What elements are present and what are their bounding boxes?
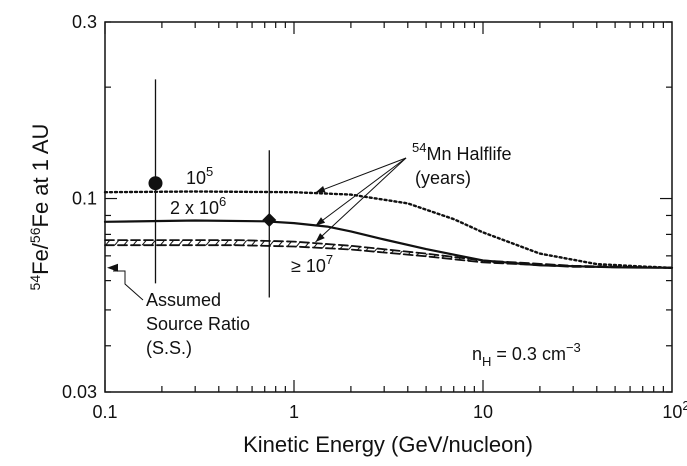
- axis-ticks: [104, 21, 672, 393]
- label-halflife-1e5: 105: [186, 164, 213, 188]
- series-curves: [103, 190, 674, 269]
- band-hatch: [105, 240, 672, 268]
- y-tick-label: 0.03: [62, 382, 97, 402]
- x-tick-label: 0.1: [92, 402, 117, 422]
- label-halflife-2e6-base: 2 x 10: [170, 198, 219, 218]
- x-axis-title: Kinetic Energy (GeV/nucleon): [243, 432, 533, 457]
- y-tick-label: 0.3: [72, 12, 97, 32]
- data-point: [262, 212, 277, 227]
- y-tick-label: 0.1: [72, 189, 97, 209]
- x-tick-label: 10: [473, 402, 493, 422]
- x-tick-label: 1: [289, 402, 299, 422]
- x-tick-label-base: 10: [662, 402, 682, 422]
- halflife-title: 54Mn Halflife: [412, 140, 512, 164]
- curve-halflife-1e5: [103, 190, 674, 269]
- x-tick-label-base: 1: [289, 402, 299, 422]
- y-axis-title-mid: Fe/: [28, 242, 53, 275]
- density-annotation: nH = 0.3 cm−3: [472, 340, 581, 369]
- halflife-units: (years): [415, 168, 471, 188]
- halflife-1e7-band: [105, 240, 672, 268]
- density-value: = 0.3 cm: [491, 344, 566, 364]
- y-axis-title: 54Fe/56Fe at 1 AU: [27, 124, 53, 291]
- source-ratio-line3: (S.S.): [146, 338, 192, 358]
- label-halflife-1e5-sup: 5: [206, 164, 213, 179]
- arrow-head: [315, 233, 325, 243]
- arrow-head: [315, 185, 326, 193]
- data-point: [148, 176, 163, 191]
- x-tick-label: 102: [662, 398, 687, 422]
- x-tick-label-sup: 2: [682, 398, 687, 413]
- label-halflife-1e7: ≥ 107: [291, 252, 333, 276]
- density-sub: H: [482, 354, 491, 369]
- x-tick-label-base: 10: [473, 402, 493, 422]
- curve-halflife-1e7-upper: [104, 239, 673, 269]
- y-axis-title-sup2: 56: [27, 227, 43, 243]
- source-ratio-line1: Assumed: [146, 290, 221, 310]
- source-ratio-line2: Source Ratio: [146, 314, 250, 334]
- arrow-line: [315, 157, 407, 194]
- data-points: [148, 79, 277, 298]
- y-axis-title-sup1: 54: [27, 275, 43, 291]
- density-sup: −3: [566, 340, 581, 355]
- label-halflife-2e6-sup: 6: [219, 194, 226, 209]
- source-ratio-arrowhead: [107, 263, 118, 272]
- arrow-head: [315, 217, 326, 226]
- halflife-title-text: Mn Halflife: [426, 144, 511, 164]
- arrow-line: [315, 157, 407, 226]
- curve-halflife-1e7-lower: [104, 244, 673, 269]
- label-halflife-2e6: 2 x 106: [170, 194, 226, 218]
- plot-frame: [104, 21, 673, 393]
- x-tick-label-base: 0.1: [92, 402, 117, 422]
- arrow-line: [315, 157, 407, 243]
- label-halflife-1e5-base: 10: [186, 168, 206, 188]
- y-axis-title-end: Fe at 1 AU: [28, 124, 53, 228]
- source-ratio-leader: [113, 270, 144, 301]
- label-halflife-1e7-base: ≥ 10: [291, 256, 326, 276]
- halflife-title-sup: 54: [412, 140, 426, 155]
- density-n: n: [472, 344, 482, 364]
- label-halflife-1e7-sup: 7: [326, 252, 333, 267]
- annotation-arrows: [107, 157, 407, 272]
